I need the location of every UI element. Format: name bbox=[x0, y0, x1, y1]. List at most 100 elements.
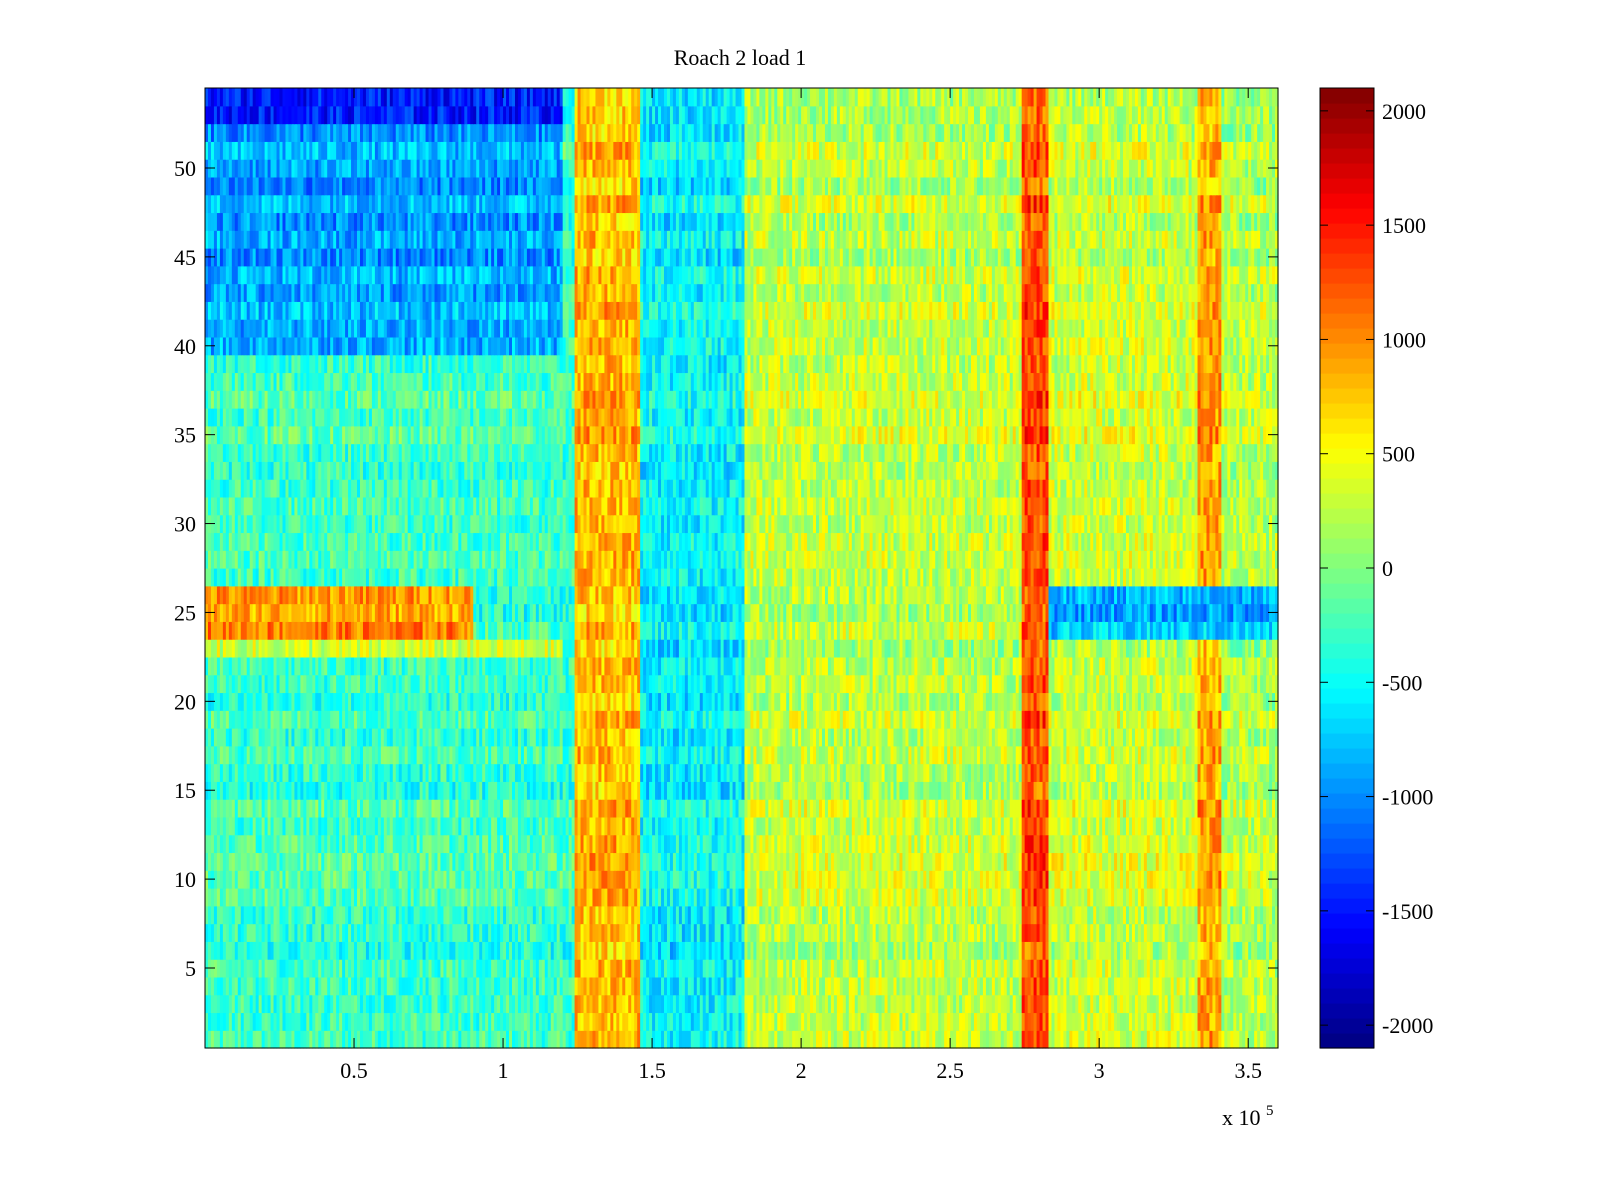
heatmap-cell bbox=[693, 994, 698, 1014]
heatmap-cell bbox=[598, 1030, 603, 1049]
heatmap-cell bbox=[959, 994, 963, 1014]
heatmap-cell bbox=[726, 1030, 731, 1049]
heatmap-cell bbox=[246, 1030, 251, 1049]
heatmap-cell bbox=[821, 1030, 826, 1049]
heatmap-cell bbox=[842, 994, 847, 1014]
heatmap-cell bbox=[789, 1012, 793, 1031]
heatmap-cell bbox=[1120, 1012, 1124, 1031]
heatmap-cell bbox=[678, 1012, 683, 1031]
heatmap-cell bbox=[219, 994, 224, 1014]
heatmap-cell bbox=[985, 994, 990, 1014]
heatmap-cell bbox=[547, 1012, 552, 1031]
heatmap-cell bbox=[246, 994, 251, 1014]
heatmap-cell bbox=[863, 994, 868, 1014]
heatmap-cell bbox=[500, 1030, 504, 1049]
heatmap-cell bbox=[845, 994, 850, 1014]
heatmap-cell bbox=[711, 1030, 716, 1049]
heatmap-cell bbox=[315, 1012, 319, 1031]
heatmap-cell bbox=[804, 994, 808, 1014]
heatmap-cell bbox=[982, 994, 987, 1014]
heatmap-cell bbox=[887, 994, 892, 1014]
heatmap-cell bbox=[1066, 994, 1070, 1014]
heatmap-cell bbox=[553, 1012, 558, 1031]
heatmap-cell bbox=[383, 1012, 388, 1031]
heatmap-cell bbox=[687, 1030, 692, 1049]
heatmap-cell bbox=[792, 994, 796, 1014]
heatmap-cell bbox=[699, 1012, 704, 1031]
heatmap-cell bbox=[717, 1030, 722, 1049]
heatmap-cell bbox=[488, 1030, 492, 1049]
heatmap-cell bbox=[798, 994, 802, 1014]
heatmap-cell bbox=[222, 994, 227, 1014]
heatmap-cell bbox=[1212, 1030, 1217, 1049]
heatmap-cell bbox=[1081, 994, 1085, 1014]
heatmap-cell bbox=[747, 994, 752, 1014]
heatmap-cell bbox=[881, 1030, 886, 1049]
heatmap-cell bbox=[506, 994, 510, 1014]
heatmap-cell bbox=[801, 1030, 805, 1049]
heatmap-cell bbox=[1123, 994, 1127, 1014]
heatmap-cell bbox=[1003, 1012, 1008, 1031]
heatmap-cell bbox=[810, 1012, 814, 1031]
heatmap-cell bbox=[1254, 1012, 1258, 1031]
heatmap-cell bbox=[1176, 1030, 1181, 1049]
heatmap-cell bbox=[538, 1030, 543, 1049]
heatmap-cell bbox=[398, 994, 403, 1014]
heatmap-cell bbox=[357, 994, 361, 1014]
heatmap-cell bbox=[1072, 1012, 1076, 1031]
heatmap-cell bbox=[1239, 1030, 1243, 1049]
heatmap-cell bbox=[753, 1030, 757, 1049]
heatmap-cell bbox=[857, 994, 862, 1014]
heatmap-cell bbox=[783, 994, 787, 1014]
heatmap-cell bbox=[661, 1030, 665, 1049]
heatmap-cell bbox=[899, 994, 904, 1014]
heatmap-cell bbox=[816, 1012, 820, 1031]
heatmap-cell bbox=[661, 1012, 665, 1031]
heatmap-cell bbox=[333, 994, 337, 1014]
heatmap-cell bbox=[1260, 1030, 1264, 1049]
heatmap-cell bbox=[1128, 1030, 1133, 1049]
heatmap-cell bbox=[762, 1012, 766, 1031]
heatmap-cell bbox=[1060, 994, 1064, 1014]
heatmap-cell bbox=[1152, 1012, 1157, 1031]
heatmap-cell bbox=[437, 994, 442, 1014]
heatmap-cell bbox=[300, 1030, 304, 1049]
heatmap-cell bbox=[804, 1030, 808, 1049]
heatmap-cell bbox=[783, 1012, 787, 1031]
heatmap-cell bbox=[568, 1030, 573, 1049]
heatmap-cell bbox=[902, 1030, 907, 1049]
heatmap-cell bbox=[568, 1012, 573, 1031]
heatmap-cell bbox=[231, 994, 236, 1014]
heatmap-cell bbox=[261, 1030, 266, 1049]
heatmap-cell bbox=[1179, 994, 1184, 1014]
heatmap-cell bbox=[279, 1012, 284, 1031]
heatmap-cell bbox=[658, 994, 662, 1014]
heatmap-cell bbox=[1179, 1012, 1184, 1031]
heatmap-cell bbox=[285, 1030, 290, 1049]
heatmap-cell bbox=[401, 994, 406, 1014]
heatmap-cell bbox=[231, 1012, 236, 1031]
heatmap-cell bbox=[1188, 994, 1193, 1014]
heatmap-cell bbox=[1230, 1012, 1234, 1031]
heatmap-cell bbox=[965, 1012, 969, 1031]
heatmap-cell bbox=[1066, 1030, 1070, 1049]
heatmap-cell bbox=[1134, 1012, 1139, 1031]
heatmap-cell bbox=[1123, 1030, 1127, 1049]
heatmap-cell bbox=[738, 1030, 743, 1049]
heatmap-cell bbox=[789, 1030, 793, 1049]
heatmap-cell bbox=[461, 994, 465, 1014]
heatmap-cell bbox=[377, 1012, 382, 1031]
heatmap-cell bbox=[655, 1012, 659, 1031]
heatmap-cell bbox=[774, 1012, 778, 1031]
heatmap-cell bbox=[1084, 1030, 1088, 1049]
heatmap-cell bbox=[1173, 1030, 1178, 1049]
heatmap-cell bbox=[1081, 1030, 1085, 1049]
heatmap-cell bbox=[944, 1012, 948, 1031]
heatmap-cell bbox=[491, 1030, 495, 1049]
heatmap-cell bbox=[550, 994, 555, 1014]
heatmap-cell bbox=[1069, 994, 1073, 1014]
heatmap-cell bbox=[577, 1030, 582, 1049]
heatmap-cell bbox=[207, 1012, 212, 1031]
heatmap-cell bbox=[395, 1012, 400, 1031]
heatmap-cell bbox=[586, 1030, 591, 1049]
